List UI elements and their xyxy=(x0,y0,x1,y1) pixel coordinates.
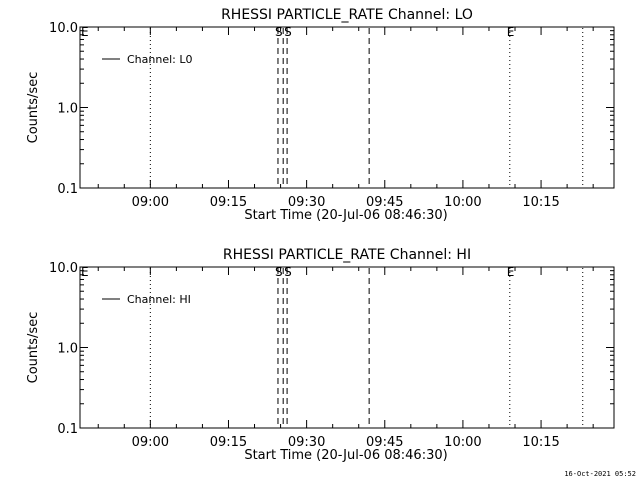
x-axis-label: Start Time (20-Jul-06 08:46:30) xyxy=(244,448,447,463)
legend-entry: Channel: HI xyxy=(127,293,191,306)
x-tick-label: 09:30 xyxy=(288,195,325,210)
x-tick-label: 09:00 xyxy=(132,435,169,450)
y-tick-label: 1.0 xyxy=(57,102,78,117)
chart-title: RHESSI PARTICLE_RATE Channel: HI xyxy=(223,247,471,263)
chart-title: RHESSI PARTICLE_RATE Channel: LO xyxy=(221,7,473,23)
y-tick-label: 10.0 xyxy=(49,261,78,276)
x-tick-label: 09:45 xyxy=(366,195,403,210)
legend-entry: Channel: L0 xyxy=(127,53,193,66)
x-tick-label: 09:00 xyxy=(132,195,169,210)
x-tick-label: 10:15 xyxy=(522,195,559,210)
plot-frame xyxy=(79,26,615,189)
plot-frame xyxy=(79,266,615,429)
marker-label: S xyxy=(275,25,283,39)
y-axis-label: Counts/sec xyxy=(26,72,41,144)
x-tick-label: 10:00 xyxy=(444,435,481,450)
marker-label: E xyxy=(507,265,515,279)
marker-label: S xyxy=(284,265,292,279)
x-tick-label: 10:00 xyxy=(444,195,481,210)
y-axis-label: Counts/sec xyxy=(26,312,41,384)
y-tick-label: 0.1 xyxy=(57,182,78,197)
marker-label: S xyxy=(284,25,292,39)
x-tick-label: 09:15 xyxy=(210,195,247,210)
x-axis-label: Start Time (20-Jul-06 08:46:30) xyxy=(244,208,447,223)
marker-label: S xyxy=(275,265,283,279)
x-tick-label: 09:30 xyxy=(288,435,325,450)
y-tick-label: 1.0 xyxy=(57,342,78,357)
x-tick-label: 09:15 xyxy=(210,435,247,450)
x-tick-label: 10:15 xyxy=(522,435,559,450)
x-tick-label: 09:45 xyxy=(366,435,403,450)
chart-panel-1: RHESSI PARTICLE_RATE Channel: HI 0.1 1.0 10… xyxy=(26,247,615,463)
corner-label: E xyxy=(81,265,89,279)
y-tick-label: 0.1 xyxy=(57,422,78,437)
y-tick-label: 10.0 xyxy=(49,21,78,36)
footer-timestamp: 16-Oct-2021 05:52 xyxy=(564,470,636,478)
corner-label: E xyxy=(81,25,89,39)
marker-label: E xyxy=(507,25,515,39)
chart-panel-0: RHESSI PARTICLE_RATE Channel: LO 0.1 1.0 10… xyxy=(26,7,615,223)
